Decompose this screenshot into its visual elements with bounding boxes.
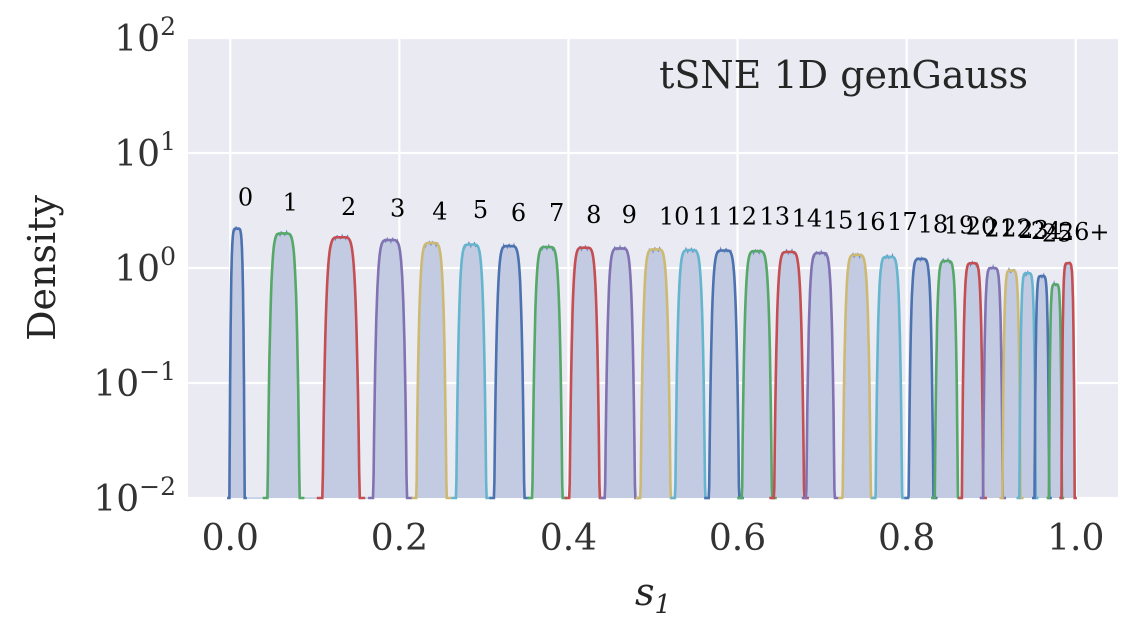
y-tick-labels: 102 101 100 10−1 10−2	[93, 12, 176, 520]
cluster-label-25: 25	[1042, 219, 1073, 247]
y-axis-label: Density	[20, 195, 64, 341]
cluster-curve-20	[958, 261, 987, 500]
cluster-label-23: 23	[1018, 216, 1049, 244]
cluster-curve-21	[979, 266, 1007, 500]
cluster-curve-26+	[1059, 261, 1077, 500]
total-density-fill	[230, 226, 1076, 498]
cluster-label-6: 6	[511, 199, 526, 227]
cluster-label-1: 1	[283, 189, 298, 217]
cluster-curve-8	[564, 246, 605, 500]
cluster-curve-15	[801, 251, 840, 500]
cluster-label-21: 21	[984, 215, 1015, 243]
y-tick-label: 100	[114, 242, 176, 290]
cluster-curve-14	[769, 250, 809, 500]
cluster-density-curves	[227, 227, 1077, 500]
cluster-curve-9	[600, 247, 640, 500]
y-tick-label: 102	[114, 12, 176, 60]
cluster-curve-0	[227, 227, 247, 500]
cluster-curve-2	[316, 236, 366, 500]
x-tick-label: 0.6	[709, 518, 766, 559]
cluster-label-4: 4	[432, 197, 447, 225]
cluster-label-19: 19	[944, 211, 975, 239]
cluster-curve-13	[737, 249, 777, 500]
cluster-curve-18	[904, 257, 938, 500]
cluster-label-5: 5	[473, 196, 488, 224]
cluster-label-9: 9	[622, 201, 637, 229]
cluster-curve-11	[670, 248, 710, 500]
cluster-label-20: 20	[966, 212, 997, 240]
x-axis-label: s1	[635, 570, 671, 620]
cluster-label-11: 11	[693, 203, 724, 231]
cluster-label-8: 8	[586, 201, 601, 229]
cluster-curve-19	[931, 259, 962, 500]
x-tick-labels: 0.0 0.2 0.4 0.6 0.8 1.0	[202, 518, 1105, 559]
cluster-curve-6	[489, 244, 530, 500]
cluster-label-24: 24	[1031, 217, 1062, 245]
cluster-curve-3	[368, 238, 412, 500]
x-tick-label: 0.4	[540, 518, 597, 559]
cluster-label-2: 2	[341, 193, 356, 221]
x-tick-label: 0.0	[202, 518, 259, 559]
x-tick-label: 1.0	[1047, 518, 1104, 559]
cluster-curve-10	[635, 248, 676, 500]
cluster-curve-17	[871, 255, 907, 500]
cluster-curve-1	[262, 232, 305, 500]
cluster-label-12: 12	[726, 203, 757, 231]
y-tick-label: 101	[114, 127, 176, 175]
chart-title: tSNE 1D genGauss	[659, 53, 1028, 97]
cluster-label-3: 3	[390, 194, 405, 222]
cluster-label-16: 16	[855, 208, 886, 236]
cluster-curve-7	[527, 245, 568, 500]
cluster-label-10: 10	[659, 203, 690, 231]
cluster-labels: 0 1 2 3 4 5 6 7 8 9 10 11 12 13 14 15 16 17 18192021222324…	[238, 184, 1110, 248]
cluster-label-15: 15	[823, 206, 854, 234]
cluster-label-22: 22	[1001, 215, 1032, 243]
y-tick-label: 10−2	[93, 472, 176, 520]
cluster-curve-16	[838, 253, 876, 500]
cluster-label-0: 0	[238, 184, 253, 212]
y-tick-label: 10−1	[93, 357, 176, 405]
cluster-label-13: 13	[759, 203, 790, 231]
cluster-label-14: 14	[792, 204, 823, 232]
cluster-label-26+: 26+	[1059, 218, 1110, 246]
cluster-label-18: 18	[918, 210, 949, 238]
x-tick-label: 0.2	[371, 518, 428, 559]
cluster-label-7: 7	[549, 199, 564, 227]
cluster-curve-12	[704, 249, 744, 500]
cluster-label-17: 17	[887, 208, 918, 236]
cluster-curve-5	[451, 243, 491, 500]
cluster-curve-4	[411, 241, 452, 500]
x-tick-label: 0.8	[878, 518, 935, 559]
